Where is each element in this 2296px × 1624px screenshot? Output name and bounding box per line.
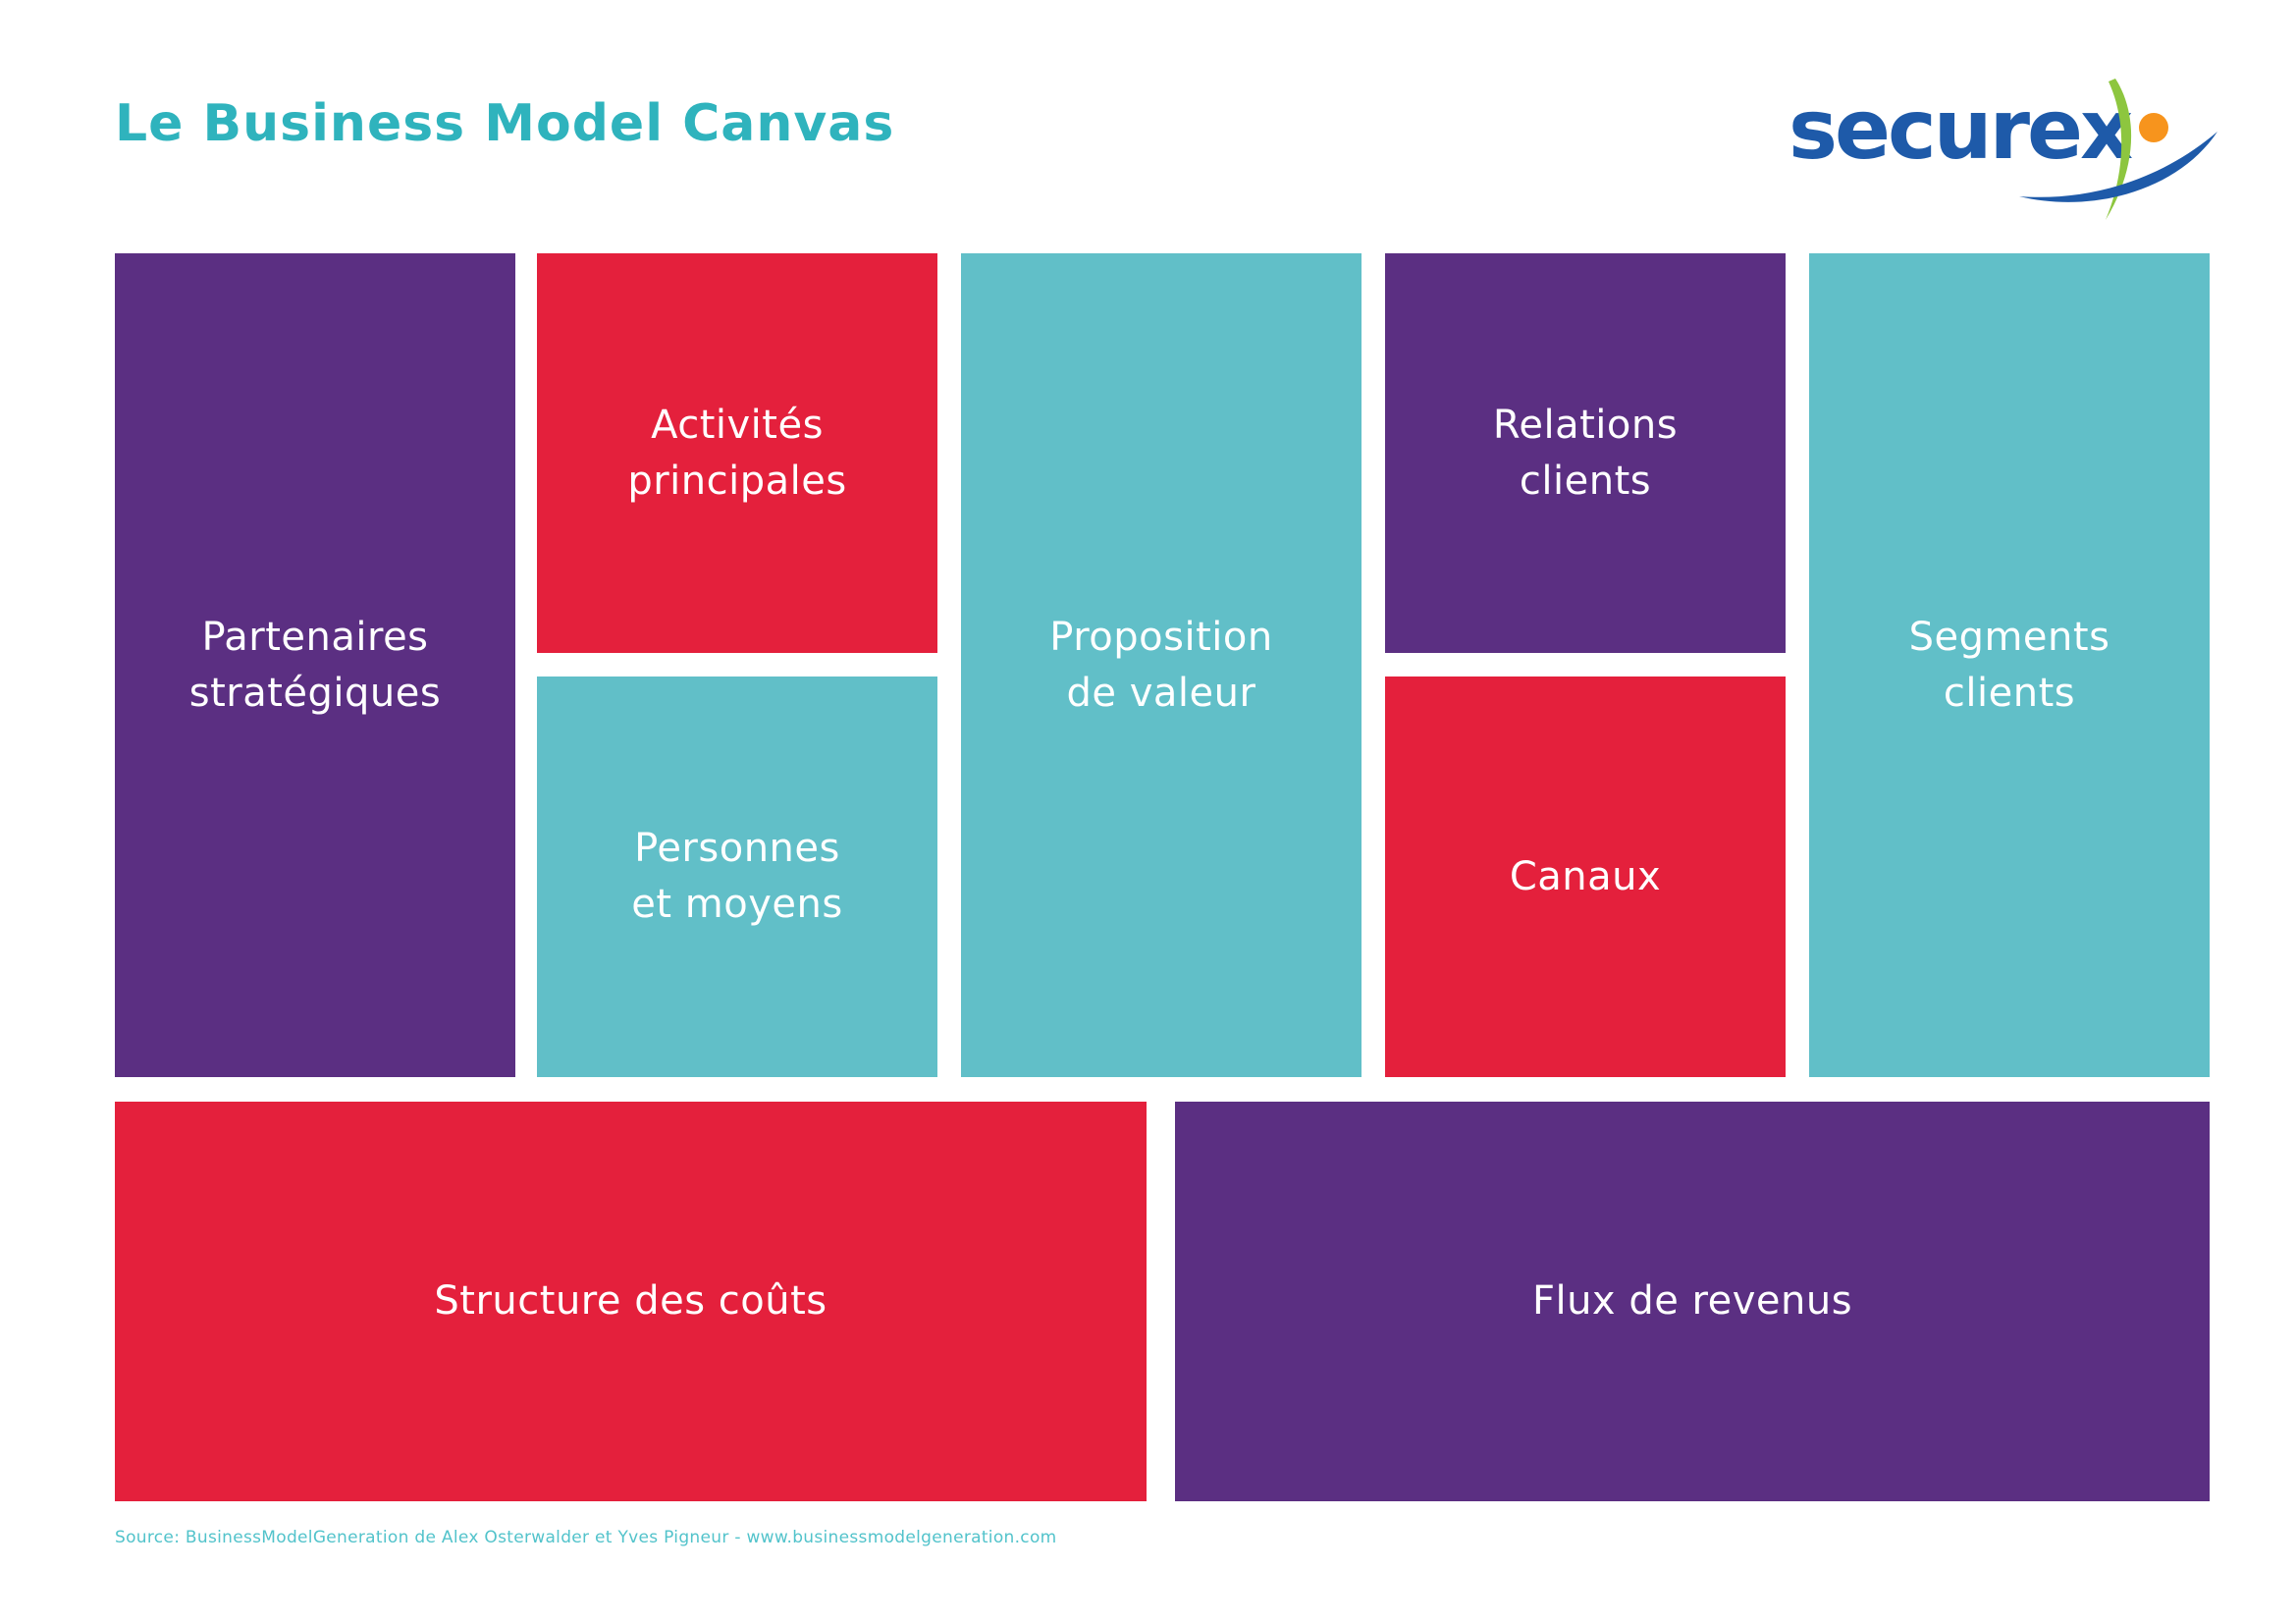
logo-blue-swoosh (2019, 132, 2217, 202)
block-label-activites: Activités principales (627, 402, 847, 504)
block-canaux: Canaux (1385, 677, 1786, 1077)
logo-orange-dot (2139, 113, 2168, 142)
securex-logo-figure-icon (2019, 79, 2217, 220)
block-label-personnes: Personnes et moyens (631, 826, 843, 927)
block-label-segments: Segments clients (1908, 614, 2110, 716)
block-label-partenaires: Partenaires stratégiques (188, 614, 442, 716)
page-title: Le Business Model Canvas (115, 94, 895, 153)
block-proposition-de-valeur: Proposition de valeur (961, 253, 1362, 1077)
source-attribution: Source: BusinessModelGeneration de Alex … (115, 1528, 1057, 1547)
block-flux-de-revenus: Flux de revenus (1175, 1102, 2210, 1501)
block-activites-principales: Activités principales (537, 253, 937, 653)
logo-green-arc (2106, 79, 2132, 220)
securex-logo-text: securex (1789, 81, 2133, 178)
block-partenaires-strategiques: Partenaires stratégiques (115, 253, 515, 1077)
block-personnes-et-moyens: Personnes et moyens (537, 677, 937, 1077)
block-label-canaux: Canaux (1509, 853, 1662, 899)
block-label-structure: Structure des coûts (434, 1278, 828, 1324)
block-label-relations: Relations clients (1492, 402, 1679, 504)
block-segments-clients: Segments clients (1809, 253, 2210, 1077)
block-label-flux: Flux de revenus (1531, 1278, 1853, 1324)
block-structure-des-couts: Structure des coûts (115, 1102, 1147, 1501)
block-label-proposition: Proposition de valeur (1049, 614, 1273, 716)
block-relations-clients: Relations clients (1385, 253, 1786, 653)
securex-logo: securex (1789, 61, 2250, 238)
